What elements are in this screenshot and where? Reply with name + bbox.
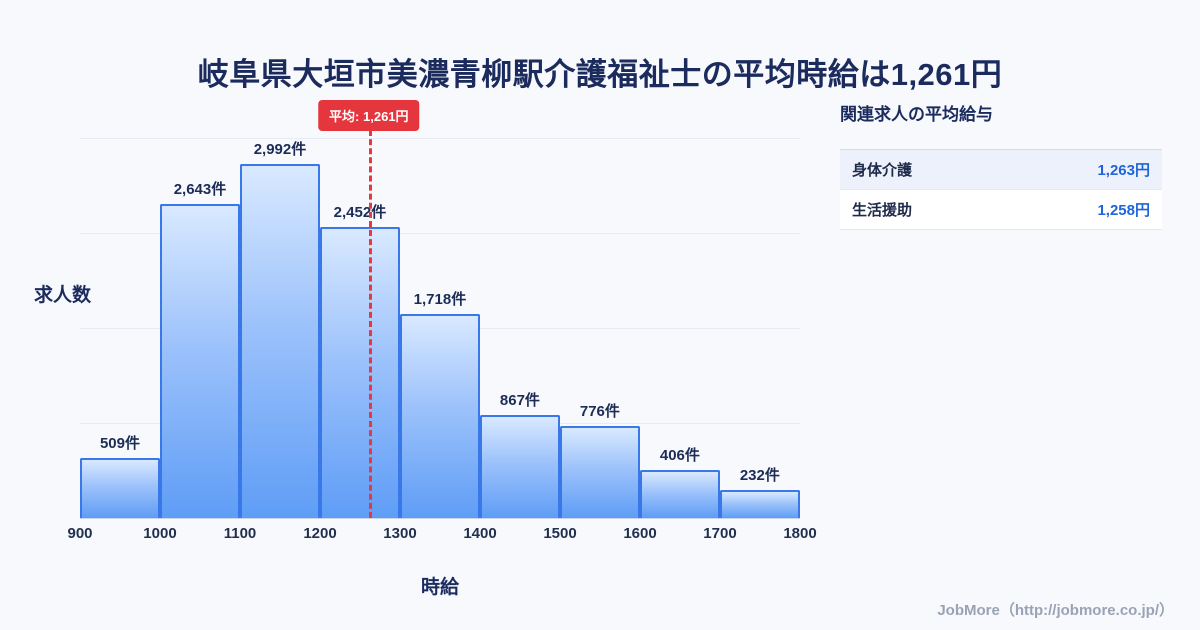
histogram-bar [319, 226, 400, 518]
table-row[interactable]: 身体介護 1,263円 [840, 150, 1162, 190]
bar-count-label: 2,452件 [333, 203, 387, 221]
x-tick-label: 1200 [303, 525, 337, 542]
page-title: 岐阜県大垣市美濃青柳駅介護福祉士の平均時給は1,261円 [197, 56, 1003, 92]
job-type-label: 生活援助 [852, 202, 913, 219]
related-jobs-heading: 関連求人の平均給与 [840, 105, 993, 124]
x-tick-label: 900 [67, 525, 93, 542]
related-jobs-table: 身体介護 1,263円 生活援助 1,258円 [840, 149, 1162, 230]
histogram-bar [479, 415, 560, 518]
histogram-bar [239, 164, 320, 518]
bar-group: 406件 [639, 138, 720, 518]
x-tick-label: 1500 [543, 525, 577, 542]
x-tick-label: 1000 [143, 525, 177, 542]
bar-count-label: 406件 [659, 446, 700, 464]
x-tick-label: 1100 [223, 525, 257, 542]
job-wage-value: 1,258円 [1097, 202, 1150, 219]
job-wage-value: 1,263円 [1097, 162, 1150, 179]
bar-count-label: 776件 [579, 402, 620, 420]
bar-count-label: 2,992件 [253, 141, 307, 158]
histogram-bar [719, 490, 800, 518]
bar-count-label: 867件 [499, 392, 540, 410]
bar-group: 1,718件 [399, 138, 480, 518]
x-tick-label: 1700 [703, 525, 737, 542]
x-tick-label: 1600 [623, 525, 657, 542]
average-line [368, 130, 372, 518]
bar-count-label: 232件 [739, 467, 780, 485]
bars-container: 509件 2,643件 2,992件 2,452件 1,718件 867件 776件 406件… [80, 138, 800, 518]
x-tick-label: 1300 [383, 525, 417, 542]
bar-group: 867件 [479, 138, 560, 518]
bar-group: 776件 [559, 138, 640, 518]
x-axis-ticks: 900 1000 1100 1200 1300 1400 1500 1600 1700 1800 [67, 525, 816, 545]
related-jobs-panel: 関連求人の平均給与 身体介護 1,263円 生活援助 1,258円 [840, 100, 1162, 230]
bar-count-label: 1,718件 [413, 291, 467, 308]
x-tick-label: 1400 [463, 525, 497, 542]
histogram-bar [639, 469, 720, 518]
histogram-bar [80, 457, 160, 518]
bar-group: 2,452件 [319, 138, 400, 518]
jobmore-credit-link[interactable]: JobMore（http://jobmore.co.jp/） [937, 602, 1174, 619]
x-tick-label: 1800 [783, 525, 817, 542]
histogram-bar [559, 425, 640, 518]
histogram-bar [159, 204, 240, 518]
y-axis-label: 求人数 [34, 285, 92, 306]
histogram-bar [399, 314, 480, 518]
bar-group: 2,992件 [239, 138, 320, 518]
average-badge: 平均: 1,261円 [318, 100, 420, 131]
bar-group: 2,643件 [159, 138, 240, 518]
bar-group: 232件 [719, 138, 800, 518]
bar-count-label: 509件 [99, 434, 140, 452]
job-type-label: 身体介護 [852, 162, 913, 179]
bar-count-label: 2,643件 [173, 181, 227, 199]
bar-group: 509件 [80, 138, 160, 518]
histogram-plot-area: 509件 2,643件 2,992件 2,452件 1,718件 867件 776件 406件… [80, 100, 800, 519]
x-axis-label: 時給 [420, 577, 459, 598]
table-row[interactable]: 生活援助 1,258円 [840, 190, 1162, 230]
